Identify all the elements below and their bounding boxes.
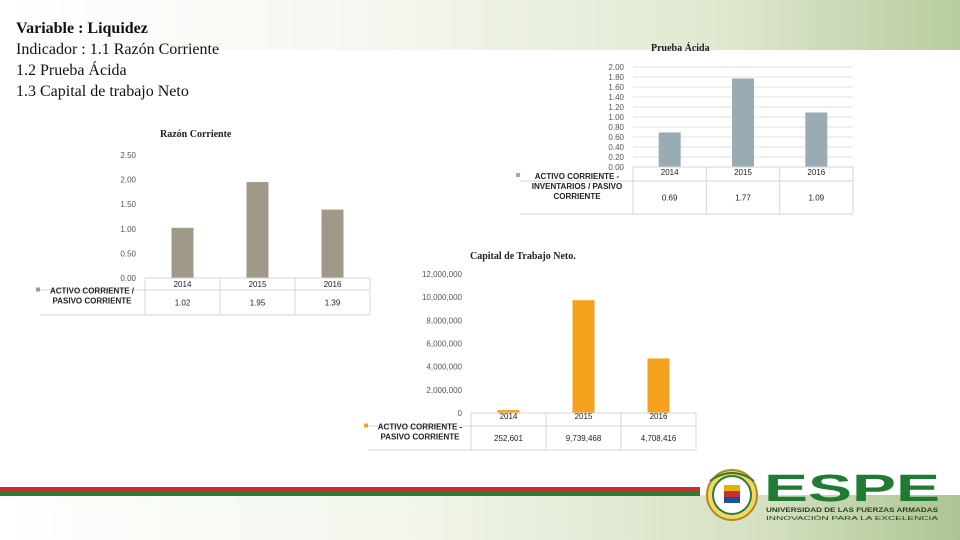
- prueba-ytick-label: 1.00: [608, 113, 624, 122]
- razon-bar-2016: [321, 209, 344, 278]
- razon-value-label: 1.39: [325, 299, 341, 308]
- prueba-bar-2015: [732, 78, 754, 167]
- prueba-ytick-label: 1.80: [608, 73, 624, 82]
- indicator-line-3: 1.3 Capital de trabajo Neto: [16, 83, 189, 100]
- prueba-ytick-label: 0.80: [608, 123, 624, 132]
- capital-ytick-label: 6,000,000: [426, 340, 462, 349]
- prueba-ytick-label: 2.00: [608, 63, 624, 72]
- indicator-line-2: 1.2 Prueba Ácida: [16, 62, 127, 79]
- capital-value-label: 252,601: [494, 434, 523, 443]
- capital-category-label: 2016: [650, 412, 668, 421]
- razon-value-label: 1.02: [175, 299, 191, 308]
- prueba-legend-label: CORRIENTE: [553, 192, 601, 201]
- prueba-ytick-label: 0.00: [608, 163, 624, 172]
- razon-value-label: 1.95: [250, 299, 266, 308]
- prueba-category-label: 2014: [661, 168, 679, 177]
- green-stripe: [0, 492, 700, 496]
- prueba-ytick-label: 1.40: [608, 93, 624, 102]
- prueba-legend-swatch: [516, 173, 520, 177]
- bottom-decorative-band: [0, 495, 960, 540]
- razon-ytick-label: 2.00: [120, 176, 136, 185]
- espe-logo: ESPE UNIVERSIDAD DE LAS FUERZAS ARMADAS …: [706, 468, 940, 522]
- prueba-category-label: 2015: [734, 168, 752, 177]
- razon-ytick-label: 1.00: [120, 225, 136, 234]
- capital-bar-2014: [497, 410, 520, 413]
- logo-brand: ESPE: [764, 468, 940, 510]
- prueba-value-label: 1.77: [735, 194, 751, 203]
- capital-value-label: 9,739,468: [566, 434, 602, 443]
- capital-bar-2015: [572, 300, 595, 413]
- razon-bar-2014: [171, 227, 194, 278]
- capital-value-label: 4,708,416: [641, 434, 677, 443]
- capital-bar-2016: [647, 358, 670, 413]
- capital-ytick-label: 12,000,000: [422, 270, 463, 279]
- prueba-category-label: 2016: [807, 168, 825, 177]
- prueba-ytick-label: 0.40: [608, 143, 624, 152]
- capital-legend-swatch: [364, 423, 368, 428]
- prueba-bar-2014: [658, 132, 681, 167]
- prueba-bar-2016: [805, 112, 828, 167]
- logo-motto: INNOVACIÓN PARA LA EXCELENCIA: [766, 515, 939, 522]
- razon-ytick-label: 0.00: [120, 274, 136, 283]
- capital-category-label: 2015: [575, 412, 593, 421]
- razon-ytick-label: 2.50: [120, 151, 136, 160]
- capital-ytick-label: 4,000,000: [426, 363, 462, 372]
- capital-ytick-label: 10,000,000: [422, 293, 463, 302]
- chart-title-razon-corriente: Razón Corriente: [160, 129, 232, 140]
- capital-ytick-label: 8,000,000: [426, 316, 462, 325]
- razon-ytick-label: 0.50: [120, 249, 136, 258]
- razon-ytick-label: 1.50: [120, 200, 136, 209]
- chart-title-capital-trabajo: Capital de Trabajo Neto.: [470, 251, 576, 262]
- razon-category-label: 2016: [324, 280, 342, 289]
- variable-title: Variable : Liquidez: [16, 20, 148, 37]
- razon-bar-2015: [246, 182, 269, 278]
- prueba-value-label: 1.09: [809, 194, 825, 203]
- university-shield-icon: [706, 469, 758, 521]
- capital-legend-label: PASIVO CORRIENTE: [381, 433, 461, 442]
- capital-ytick-label: 2,000,000: [426, 386, 462, 395]
- prueba-legend-label: ACTIVO CORRIENTE -: [535, 172, 620, 181]
- capital-category-label: 2014: [500, 412, 518, 421]
- razon-legend-label: ACTIVO CORRIENTE /: [50, 287, 135, 296]
- razon-category-label: 2015: [249, 280, 267, 289]
- prueba-ytick-label: 0.20: [608, 153, 624, 162]
- capital-legend-label: ACTIVO CORRIENTE -: [378, 423, 463, 432]
- chart-title-prueba-acida: Prueba Ácida: [651, 43, 710, 54]
- prueba-ytick-label: 0.60: [608, 133, 624, 142]
- capital-ytick-label: 0: [458, 409, 463, 418]
- prueba-ytick-label: 1.20: [608, 103, 624, 112]
- top-decorative-band: [0, 0, 960, 50]
- prueba-ytick-label: 1.60: [608, 83, 624, 92]
- razon-legend-label: PASIVO CORRIENTE: [53, 297, 133, 306]
- prueba-legend-label: INVENTARIOS / PASIVO: [532, 182, 622, 191]
- prueba-value-label: 0.69: [662, 194, 678, 203]
- red-stripe: [0, 487, 700, 492]
- indicator-line-1: Indicador : 1.1 Razón Corriente: [16, 41, 220, 58]
- razon-legend-swatch: [36, 287, 40, 292]
- slide-title-block: Variable : Liquidez Indicador : 1.1 Razó…: [16, 18, 219, 102]
- razon-category-label: 2014: [174, 280, 192, 289]
- logo-subtitle: UNIVERSIDAD DE LAS FUERZAS ARMADAS: [766, 507, 938, 514]
